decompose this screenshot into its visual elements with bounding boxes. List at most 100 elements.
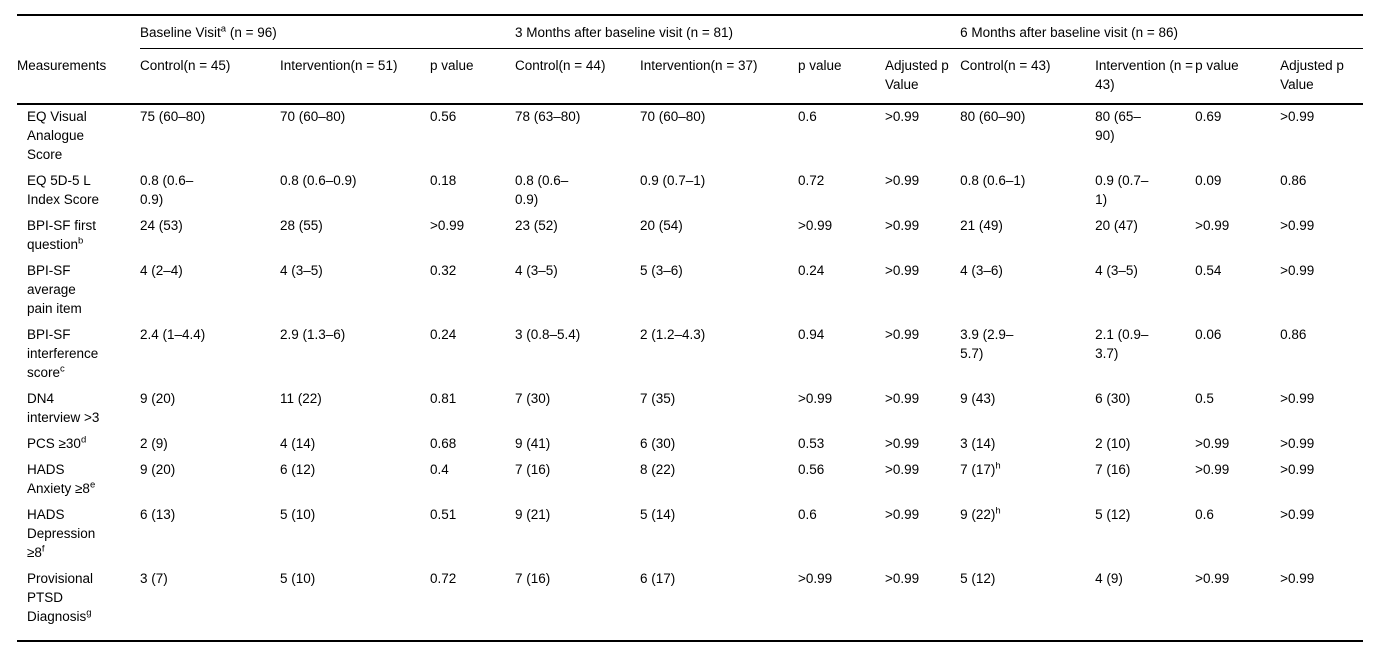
table-row: DN4 interview >3 9 (20) 11 (22) 0.81 7 (30) 7… xyxy=(17,387,1363,432)
value-cell: >0.99 xyxy=(1280,507,1315,522)
value-cell: >0.99 xyxy=(885,109,920,124)
value-cell: 0.18 xyxy=(430,173,457,188)
table-row: Provisional PTSD Diagnosisg 3 (7) 5 (10) 0.… xyxy=(17,567,1363,641)
value-cell: 0.8 (0.6–0.9) xyxy=(140,173,194,207)
column-header-6mo-intervention: Intervention (n = 43) xyxy=(1095,48,1196,105)
value-cell: >0.99 xyxy=(885,507,920,522)
outcomes-table: Baseline Visita (n = 96) 3 Months after … xyxy=(17,14,1364,642)
group-header-baseline: Baseline Visita (n = 96) xyxy=(140,15,516,49)
value-cell: 80 (65–90) xyxy=(1095,109,1141,143)
value-cell: 78 (63–80) xyxy=(515,109,581,124)
value-cell: 8 (22) xyxy=(640,462,676,477)
value-cell: >0.99 xyxy=(1195,218,1230,233)
value-cell: 0.6 xyxy=(798,109,817,124)
value-cell: 0.51 xyxy=(430,507,457,522)
value-cell: 6 (13) xyxy=(140,507,176,522)
value-cell: 0.69 xyxy=(1195,109,1222,124)
value-cell: 0.86 xyxy=(1280,327,1307,342)
value-cell: >0.99 xyxy=(1280,436,1315,451)
value-cell: 2.9 (1.3–6) xyxy=(280,327,346,342)
measurement-label: HADS Anxiety ≥8e xyxy=(27,462,96,496)
column-header-3mo-intervention: Intervention(n = 37) xyxy=(640,48,799,105)
value-cell: 0.9 (0.7–1) xyxy=(1095,173,1149,207)
value-cell: 4 (14) xyxy=(280,436,316,451)
value-cell: >0.99 xyxy=(1280,462,1315,477)
value-cell: 28 (55) xyxy=(280,218,323,233)
value-cell: >0.99 xyxy=(1195,436,1230,451)
value-cell: 4 (3–6) xyxy=(960,263,1003,278)
measurement-label: BPI-SF interference scorec xyxy=(27,327,99,380)
group-header-3-months: 3 Months after baseline visit (n = 81) xyxy=(515,15,961,49)
value-cell: 0.5 xyxy=(1195,391,1214,406)
value-cell: 9 (41) xyxy=(515,436,551,451)
value-cell: 0.6 xyxy=(798,507,817,522)
column-header-6mo-adjusted-p-value: Adjusted p Value xyxy=(1280,48,1364,105)
value-cell: >0.99 xyxy=(1195,571,1230,586)
value-cell: 0.4 xyxy=(430,462,449,477)
value-cell: 0.6 xyxy=(1195,507,1214,522)
column-header-baseline-intervention: Intervention(n = 51) xyxy=(280,48,430,105)
value-cell: 4 (9) xyxy=(1095,571,1123,586)
value-cell: 4 (3–5) xyxy=(515,263,558,278)
value-cell: 9 (21) xyxy=(515,507,551,522)
value-cell: 0.8 (0.6–1) xyxy=(960,173,1026,188)
value-cell: 7 (16) xyxy=(515,462,551,477)
table-row: HADS Depression ≥8f 6 (13) 5 (10) 0.51 9 (21… xyxy=(17,503,1363,567)
column-header-3mo-p-value: p value xyxy=(798,48,886,105)
value-cell: >0.99 xyxy=(885,462,920,477)
column-header-baseline-control: Control(n = 45) xyxy=(140,48,280,105)
measurement-label: DN4 interview >3 xyxy=(27,391,100,425)
value-cell: 9 (22)h xyxy=(960,505,1001,522)
value-cell: 0.54 xyxy=(1195,263,1222,278)
value-cell: 0.8 (0.6–0.9) xyxy=(515,173,569,207)
measurement-label: BPI-SF average pain item xyxy=(27,263,82,316)
value-cell: 4 (2–4) xyxy=(140,263,183,278)
value-cell: >0.99 xyxy=(430,218,465,233)
value-cell: 6 (17) xyxy=(640,571,676,586)
value-cell: 3.9 (2.9–5.7) xyxy=(960,327,1014,361)
value-cell: 5 (12) xyxy=(1095,507,1131,522)
value-cell: 7 (16) xyxy=(1095,462,1131,477)
value-cell: >0.99 xyxy=(885,327,920,342)
table-row: BPI-SF interference scorec 2.4 (1–4.4) 2.9… xyxy=(17,323,1363,387)
column-header-6mo-control: Control(n = 43) xyxy=(960,48,1096,105)
value-cell: 0.56 xyxy=(798,462,825,477)
value-cell: >0.99 xyxy=(798,218,833,233)
value-cell: 7 (16) xyxy=(515,571,551,586)
table-row: EQ Visual Analogue Score 75 (60–80) 70 (60… xyxy=(17,104,1363,169)
column-header-baseline-p-value: p value xyxy=(430,48,516,105)
value-cell: 5 (10) xyxy=(280,571,316,586)
value-cell: 5 (3–6) xyxy=(640,263,683,278)
value-cell: 0.72 xyxy=(430,571,457,586)
value-cell: 0.09 xyxy=(1195,173,1222,188)
value-cell: 7 (30) xyxy=(515,391,551,406)
value-cell: 4 (3–5) xyxy=(1095,263,1138,278)
value-cell: 3 (7) xyxy=(140,571,168,586)
value-cell: 7 (17)h xyxy=(960,460,1001,477)
value-cell: 7 (35) xyxy=(640,391,676,406)
value-cell: 4 (3–5) xyxy=(280,263,323,278)
group-header-6-months: 6 Months after baseline visit (n = 86) xyxy=(960,15,1364,49)
value-cell: 9 (43) xyxy=(960,391,996,406)
value-cell: 0.32 xyxy=(430,263,457,278)
value-cell: 6 (30) xyxy=(1095,391,1131,406)
column-header-3mo-adjusted-p-value: Adjusted p Value xyxy=(885,48,961,105)
value-cell: 2 (10) xyxy=(1095,436,1131,451)
group-header-row: Baseline Visita (n = 96) 3 Months after … xyxy=(17,15,1364,49)
paper-table-page: Baseline Visita (n = 96) 3 Months after … xyxy=(17,14,1364,642)
value-cell: 0.72 xyxy=(798,173,825,188)
column-header-3mo-control: Control(n = 44) xyxy=(515,48,641,105)
value-cell: 23 (52) xyxy=(515,218,558,233)
value-cell: 80 (60–90) xyxy=(960,109,1026,124)
measurement-label: EQ 5D-5 L Index Score xyxy=(27,173,100,207)
value-cell: 0.06 xyxy=(1195,327,1222,342)
value-cell: >0.99 xyxy=(1280,218,1315,233)
column-header-measurements: Measurements xyxy=(17,48,140,105)
value-cell: 9 (20) xyxy=(140,391,176,406)
value-cell: >0.99 xyxy=(885,218,920,233)
value-cell: 6 (30) xyxy=(640,436,676,451)
value-cell: 3 (0.8–5.4) xyxy=(515,327,581,342)
value-cell: 9 (20) xyxy=(140,462,176,477)
value-cell: >0.99 xyxy=(885,391,920,406)
value-cell: 0.9 (0.7–1) xyxy=(640,173,706,188)
